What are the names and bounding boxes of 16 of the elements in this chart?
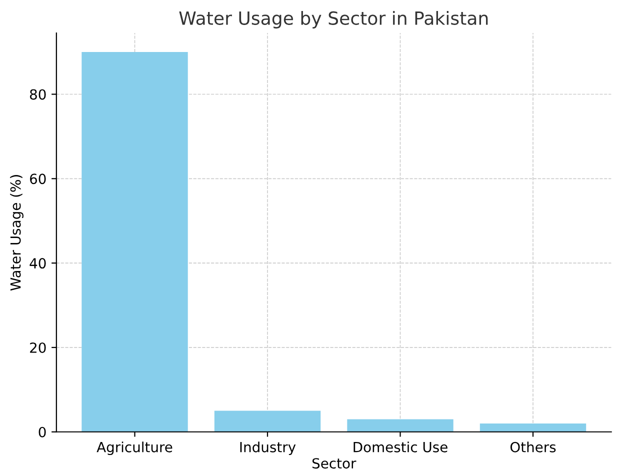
x-tick-label: Others (510, 442, 556, 452)
x-tick-label: Agriculture (96, 442, 172, 456)
bar (82, 52, 188, 432)
y-tick-label: 0 (38, 426, 46, 438)
x-tick-label: Domestic Use (354, 442, 448, 452)
bar (347, 419, 454, 432)
bar (480, 423, 586, 432)
bar (214, 410, 321, 432)
y-tick-label: 20 (30, 342, 46, 353)
x-axis-title: Sector (312, 458, 356, 469)
x-tick-label: Industry (240, 442, 296, 456)
y-tick-label: 60 (30, 174, 46, 184)
y-tick-label: 80 (30, 89, 46, 100)
y-tick-label: 40 (30, 258, 46, 269)
y-axis-title: Water Usage (%) (10, 175, 24, 291)
chart-title: Water Usage by Sector in Pakistan (179, 10, 488, 28)
